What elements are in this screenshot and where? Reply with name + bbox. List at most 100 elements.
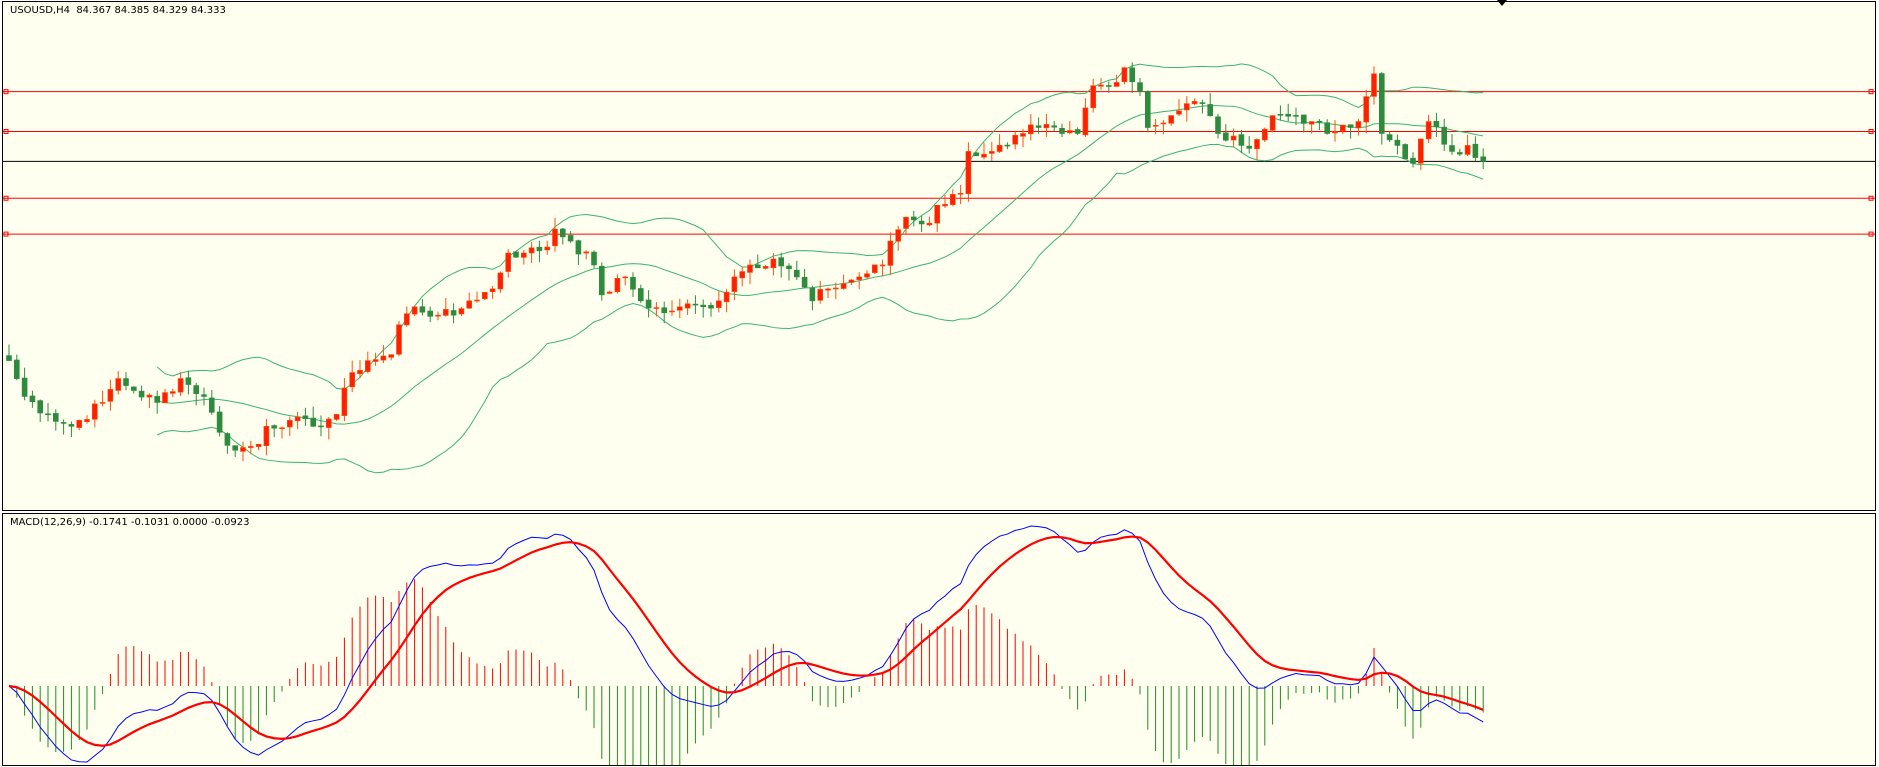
bullish-candle — [1230, 135, 1237, 141]
bullish-candle — [981, 153, 987, 158]
bullish-candle — [92, 403, 98, 420]
bullish-candle — [489, 288, 496, 293]
bearish-candle — [1324, 122, 1330, 134]
bearish-candle — [559, 228, 566, 238]
bullish-candle — [255, 443, 262, 447]
bullish-candle — [669, 310, 675, 313]
bearish-candle — [1074, 129, 1081, 134]
level-handle-left — [3, 195, 9, 201]
bearish-candle — [630, 276, 636, 290]
bullish-candle — [825, 288, 831, 291]
bearish-candle — [154, 396, 160, 403]
bullish-candle — [895, 229, 902, 242]
bullish-candle — [1090, 85, 1096, 109]
bearish-candle — [1410, 157, 1416, 164]
bearish-candle — [450, 310, 457, 316]
bearish-candle — [645, 299, 652, 309]
bullish-candle — [497, 272, 504, 290]
bullish-candle — [856, 276, 863, 280]
bullish-candle — [1262, 128, 1268, 141]
macd-pane[interactable]: MACD(12,26,9) -0.1741 -0.1031 0.0000 -0.… — [2, 513, 1876, 766]
bearish-candle — [1059, 127, 1065, 134]
bullish-candle — [723, 291, 730, 303]
bearish-candle — [193, 385, 199, 394]
bearish-candle — [318, 425, 324, 428]
bullish-candle — [286, 420, 293, 428]
bullish-candle — [614, 278, 621, 293]
bearish-candle — [138, 390, 145, 398]
bullish-candle — [388, 354, 395, 358]
bearish-candle — [201, 394, 207, 397]
bullish-candle — [1043, 124, 1050, 129]
bullish-candle — [957, 192, 964, 195]
bearish-candle — [1004, 144, 1011, 147]
bullish-candle — [177, 378, 184, 393]
bullish-candle — [170, 391, 176, 394]
bullish-candle — [544, 246, 551, 251]
bearish-candle — [1199, 102, 1206, 104]
bearish-candle — [637, 288, 644, 302]
bullish-candle — [1269, 115, 1276, 131]
level-handle-right — [1868, 195, 1874, 201]
bearish-candle — [45, 413, 51, 416]
bullish-candle — [1098, 84, 1104, 87]
bearish-candle — [1441, 126, 1447, 145]
bullish-candle — [294, 416, 301, 422]
bearish-candle — [216, 411, 223, 433]
macd-signal-line — [8, 535, 1484, 747]
bullish-candle — [76, 419, 82, 428]
bearish-candle — [1215, 116, 1221, 134]
bearish-candle — [1207, 104, 1213, 117]
bullish-candle — [926, 222, 933, 226]
bullish-candle — [1308, 121, 1315, 125]
bullish-candle — [263, 426, 270, 447]
bearish-candle — [786, 265, 792, 270]
bullish-candle — [1191, 101, 1198, 105]
chart-shift-marker-icon[interactable] — [1497, 0, 1507, 6]
bullish-candle — [1418, 138, 1424, 164]
bullish-candle — [934, 204, 941, 224]
bullish-candle — [840, 283, 847, 289]
bullish-candle — [520, 252, 527, 258]
level-handle-left — [3, 128, 9, 134]
bearish-candle — [419, 306, 426, 313]
bullish-candle — [864, 273, 870, 278]
bullish-candle — [279, 427, 285, 430]
bearish-candle — [1402, 144, 1408, 160]
bearish-candle — [1035, 125, 1042, 128]
level-handle-right — [1868, 89, 1874, 95]
bullish-candle — [552, 228, 558, 247]
symbol-info: USOUSD,H4 84.367 84.385 84.329 84.333 — [10, 5, 226, 16]
level-handle-left — [3, 89, 9, 95]
bullish-candle — [107, 389, 114, 402]
price-chart-pane[interactable]: USOUSD,H4 84.367 84.385 84.329 84.333 — [2, 1, 1876, 511]
bullish-candle — [442, 309, 449, 316]
bearish-candle — [52, 413, 59, 422]
bullish-candle — [887, 240, 894, 266]
bullish-candle — [949, 194, 956, 205]
bearish-candle — [793, 269, 800, 278]
bullish-candle — [84, 419, 90, 423]
bearish-candle — [575, 240, 582, 255]
bullish-candle — [1168, 115, 1174, 124]
level-handle-right — [1868, 128, 1874, 134]
bearish-candle — [692, 303, 699, 306]
bullish-candle — [1121, 67, 1128, 82]
bearish-candle — [754, 264, 761, 269]
bearish-candle — [68, 424, 75, 427]
bullish-candle — [1152, 124, 1159, 127]
bullish-candle — [240, 447, 246, 452]
bearish-candle — [1433, 120, 1440, 128]
bullish-candle — [832, 287, 839, 290]
bullish-candle — [349, 372, 356, 388]
bearish-candle — [918, 220, 925, 225]
bullish-candle — [684, 303, 691, 309]
bullish-candle — [942, 204, 948, 207]
bullish-candle — [1012, 134, 1019, 145]
bearish-candle — [536, 246, 543, 252]
bullish-candle — [162, 392, 168, 404]
bullish-candle — [474, 299, 480, 302]
bullish-candle — [622, 276, 629, 279]
bullish-candle — [871, 264, 878, 273]
